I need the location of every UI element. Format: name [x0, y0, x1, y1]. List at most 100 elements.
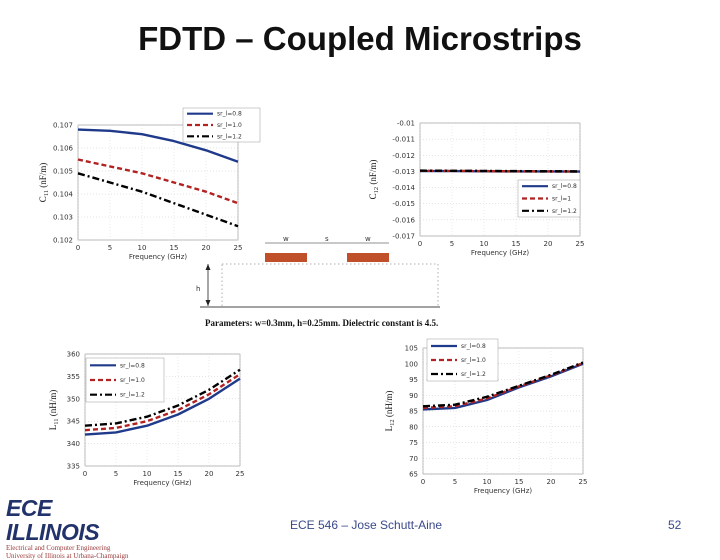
c11-legend-label-3: sr_l=1.2 [217, 133, 242, 140]
c12-y-tick-label: -0.01 [397, 120, 415, 128]
c12-y-tick-label: -0.016 [392, 216, 415, 224]
c12-x-tick-label: 15 [512, 240, 521, 248]
l12-x-tick-label: 0 [421, 478, 425, 486]
l11-y-tick-label: 355 [67, 373, 80, 381]
c11-series-line-2 [77, 158, 239, 205]
c11-x-tick-label: 20 [202, 244, 211, 252]
c11-series-line-3 [77, 172, 239, 228]
l11-x-tick-label: 25 [236, 470, 245, 478]
cross-section-diagram: h w s w [196, 235, 440, 308]
l12-y-tick-label: 75 [409, 439, 418, 447]
l11-x-tick-label: 10 [143, 470, 152, 478]
s-label: s [325, 235, 329, 243]
logo-wordmark: ECE ILLINOIS [6, 495, 100, 545]
c12-x-axis-label: Frequency (GHz) [471, 249, 529, 257]
c12-y-tick-label: -0.014 [392, 184, 415, 192]
l12-y-axis-label: L12 (nH/m) [384, 391, 396, 432]
l12-legend-label-1: sr_l=0.8 [461, 343, 486, 350]
l12-y-tick-label: 65 [409, 471, 418, 479]
c12-chart: -0.01 -0.011 -0.012 -0.013 -0.014 -0.015 -0.01… [368, 120, 584, 258]
l12-x-tick-label: 15 [515, 478, 524, 486]
l11-series-line-2 [84, 373, 241, 432]
l11-y-axis-label: L11 (nH/m) [48, 390, 60, 431]
l11-legend-label-1: sr_l=0.8 [120, 362, 145, 369]
c11-series-line-1 [77, 128, 239, 163]
h-arrow-down [205, 300, 211, 306]
l12-y-tick-label: 95 [409, 376, 418, 384]
c12-legend-label-2: sr_l=1 [552, 196, 571, 203]
c11-legend-label-2: sr_l=1.0 [217, 122, 242, 129]
l12-legend-label-3: sr_l=1.2 [461, 371, 486, 378]
l11-y-tick-label: 340 [67, 440, 80, 448]
c12-y-tick-label: -0.013 [392, 168, 415, 176]
l12-y-tick-label: 85 [409, 408, 418, 416]
l12-y-tick-label: 100 [405, 360, 418, 368]
c12-x-tick-label: 0 [418, 240, 422, 248]
c11-y-tick-label: 0.105 [53, 168, 73, 176]
l11-legend-label-2: sr_l=1.0 [120, 377, 145, 384]
c11-y-axis-label: C11 (nF/m) [38, 163, 50, 203]
l12-y-tick-label: 105 [405, 345, 418, 353]
logo-subtext-1: Electrical and Computer Engineering [6, 544, 111, 552]
l11-x-tick-label: 20 [205, 470, 214, 478]
l11-y-tick-label: 345 [67, 418, 80, 426]
page-number: 52 [668, 518, 682, 532]
l11-x-axis-label: Frequency (GHz) [133, 479, 191, 487]
c12-series-line-3 [419, 169, 581, 173]
c11-y-tick-label: 0.102 [53, 237, 73, 245]
l12-x-tick-label: 10 [483, 478, 492, 486]
l12-series-line-3 [422, 361, 584, 408]
c11-y-tick-label: 0.104 [53, 191, 74, 199]
c11-y-tick-label: 0.107 [53, 122, 73, 130]
l12-x-tick-label: 25 [579, 478, 588, 486]
c12-x-tick-label: 20 [544, 240, 553, 248]
l11-y-tick-label: 350 [67, 395, 80, 403]
l12-y-tick-label: 80 [409, 423, 418, 431]
c11-y-tick-label: 0.106 [53, 145, 74, 153]
c12-legend-label-1: sr_l=0.8 [552, 183, 577, 190]
c11-legend-label-1: sr_l=0.8 [217, 111, 242, 118]
c12-y-tick-label: -0.012 [392, 152, 415, 160]
c12-plot-area [419, 122, 581, 237]
c12-y-axis-label: C12 (nF/m) [368, 160, 380, 200]
strip-right [347, 253, 389, 262]
ece-illinois-logo: ECE ILLINOIS Electrical and Computer Eng… [6, 496, 131, 560]
l12-chart: 65 70 75 80 85 90 95 100 105 0 5 10 15 20 25 Frequency … [384, 338, 588, 495]
l12-y-tick-label: 90 [409, 392, 418, 400]
c11-y-tick-label: 0.103 [53, 214, 73, 222]
c12-legend-label-3: sr_l=1.2 [552, 208, 577, 215]
c11-x-tick-label: 0 [76, 244, 80, 252]
l11-y-tick-label: 335 [67, 463, 80, 471]
l11-chart: 335 340 345 350 355 360 0 5 10 15 20 25 Frequency (G… [48, 351, 244, 488]
l11-series-line-1 [84, 377, 241, 436]
substrate [221, 263, 439, 308]
h-label: h [196, 285, 200, 293]
l11-x-tick-label: 5 [114, 470, 118, 478]
parameters-text: Parameters: w=0.3mm, h=0.25mm. Dielectri… [205, 318, 439, 328]
slide-title: FDTD – Coupled Microstrips [138, 20, 582, 57]
l12-x-tick-label: 20 [547, 478, 556, 486]
charts-canvas: 0.102 0.103 0.104 0.105 0.106 0.107 0 5 10 15 20 25… [38, 107, 588, 495]
w2-label: w [365, 235, 371, 243]
w1-label: w [283, 235, 289, 243]
c11-chart: 0.102 0.103 0.104 0.105 0.106 0.107 0 5 10 15 20 25… [38, 107, 261, 261]
l12-x-tick-label: 5 [453, 478, 457, 486]
c12-x-tick-label: 10 [480, 240, 489, 248]
c12-y-tick-label: -0.017 [392, 233, 415, 241]
c12-x-tick-label: 5 [450, 240, 454, 248]
c11-x-axis-label: Frequency (GHz) [129, 253, 187, 261]
h-arrow-up [205, 264, 211, 270]
logo-subtext-2: University of Illinois at Urbana-Champai… [6, 552, 129, 560]
l11-y-tick-label: 360 [67, 351, 80, 359]
strip-left [265, 253, 307, 262]
c12-y-tick-label: -0.015 [392, 200, 415, 208]
l12-x-axis-label: Frequency (GHz) [474, 487, 532, 495]
c11-x-tick-label: 10 [138, 244, 147, 252]
c12-x-tick-label: 25 [576, 240, 585, 248]
c11-x-tick-label: 25 [234, 244, 243, 252]
l12-y-tick-label: 70 [409, 455, 418, 463]
c12-y-tick-label: -0.011 [392, 136, 415, 144]
l12-legend-label-2: sr_l=1.0 [461, 357, 486, 364]
c11-x-tick-label: 5 [108, 244, 112, 252]
l11-x-tick-label: 0 [83, 470, 87, 478]
